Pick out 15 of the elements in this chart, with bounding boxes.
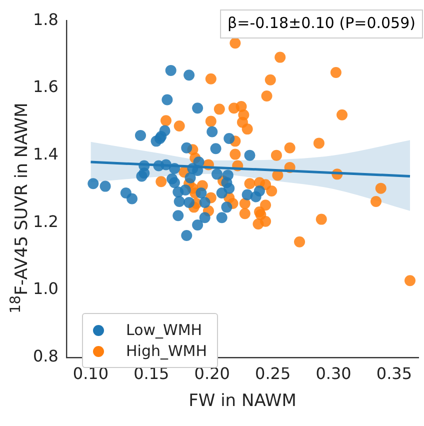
y-tick-label: 1.4 — [32, 144, 58, 164]
x-tick-label: 0.25 — [255, 364, 291, 384]
x-tick-label: 0.20 — [194, 364, 230, 384]
x-axis-title: FW in NAWM — [188, 391, 296, 412]
legend-label: Low_WMH — [126, 321, 202, 339]
x-tick-label: 0.10 — [72, 364, 109, 384]
annotation: β=-0.18±0.10 (P=0.059) — [228, 14, 416, 32]
legend-label: High_WMH — [126, 342, 208, 360]
x-tick-label: 0.35 — [376, 364, 412, 384]
y-tick-label: 0.8 — [32, 346, 58, 366]
y-tick-label: 1.2 — [32, 212, 58, 231]
x-tick-label: 0.30 — [316, 364, 352, 384]
y-tick-label: 1.0 — [32, 279, 58, 298]
y-tick-label: 1.8 — [32, 10, 58, 29]
y-tick-label: 1.6 — [32, 77, 58, 96]
